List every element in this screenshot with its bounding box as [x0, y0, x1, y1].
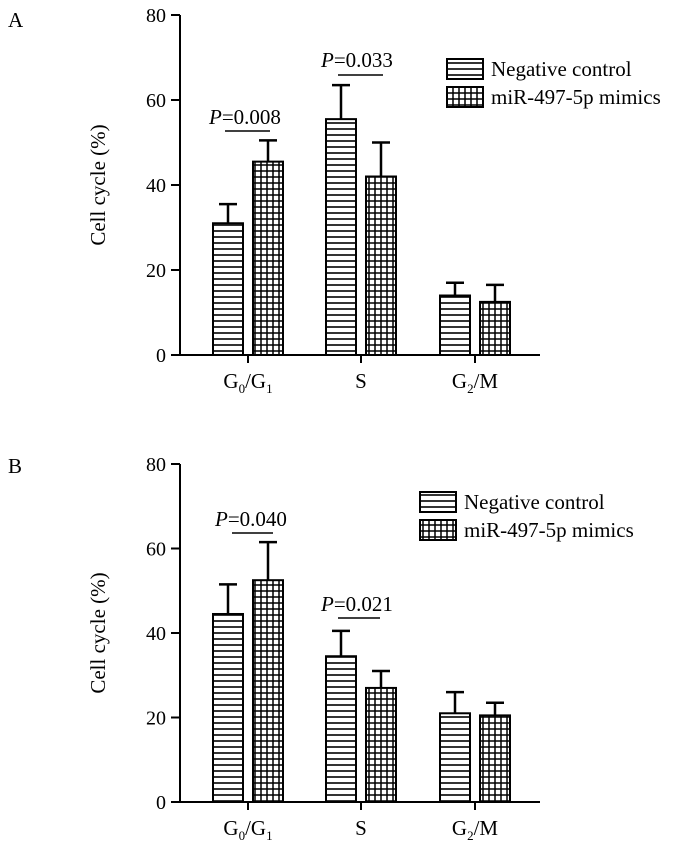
p-value-annotation: P=0.033 — [320, 48, 393, 72]
legend-swatch-mir-497-5p-mimics — [419, 519, 457, 541]
legend-swatch-mir-497-5p-mimics — [446, 86, 484, 108]
legend-label: Negative control — [464, 490, 605, 514]
category-subscript: 1 — [266, 828, 273, 843]
category-subscript: 0 — [239, 828, 246, 843]
x-tick-label: G0/G1 — [223, 816, 272, 843]
p-label: P — [320, 48, 334, 72]
y-axis-label: Cell cycle (%) — [86, 124, 110, 245]
y-tick-label: 80 — [146, 454, 166, 476]
bar-mir-497-5p-mimics — [252, 160, 284, 356]
bar-negative-control — [325, 655, 357, 803]
p-value-annotation: P=0.008 — [208, 105, 281, 129]
bar-mir-497-5p-mimics — [479, 300, 511, 356]
y-tick-label: 80 — [146, 5, 166, 27]
category-text: /M — [474, 369, 499, 393]
category-base: G — [452, 816, 467, 840]
x-tick-label: G0/G1 — [223, 369, 272, 396]
y-tick-label: 0 — [156, 792, 166, 814]
legend-label: miR-497-5p mimics — [464, 518, 634, 542]
x-tick-label: S — [355, 816, 367, 840]
category-subscript: 2 — [467, 828, 474, 843]
p-value: =0.021 — [334, 592, 393, 616]
y-tick-label: 0 — [156, 345, 166, 367]
panel-label: B — [8, 454, 22, 478]
legend-swatch-negative-control — [446, 58, 484, 80]
legend-label: Negative control — [491, 57, 632, 81]
bar-mir-497-5p-mimics — [365, 175, 397, 356]
p-value: =0.033 — [334, 48, 393, 72]
p-label: P — [208, 105, 222, 129]
p-value-annotation: P=0.040 — [214, 507, 287, 531]
p-value: =0.008 — [222, 105, 281, 129]
legend-label: miR-497-5p mimics — [491, 85, 661, 109]
category-text: /G — [245, 816, 266, 840]
p-label: P — [214, 507, 228, 531]
category-subscript: 1 — [266, 381, 273, 396]
y-tick-label: 20 — [146, 260, 166, 282]
bar-mir-497-5p-mimics — [365, 686, 397, 803]
x-tick-label: G2/M — [452, 369, 499, 396]
y-tick-label: 20 — [146, 708, 166, 730]
bar-negative-control — [212, 612, 244, 803]
category-subscript: 0 — [239, 381, 246, 396]
bar-negative-control — [439, 294, 471, 356]
category-subscript: 2 — [467, 381, 474, 396]
p-value-annotation: P=0.021 — [320, 592, 393, 616]
category-base: G — [223, 369, 238, 393]
y-tick-label: 40 — [146, 623, 166, 645]
category-text: /G — [245, 369, 266, 393]
y-tick-label: 40 — [146, 175, 166, 197]
bar-negative-control — [212, 222, 244, 356]
category-base: G — [452, 369, 467, 393]
p-value: =0.040 — [228, 507, 287, 531]
category-base: S — [355, 369, 367, 393]
y-axis-label: Cell cycle (%) — [86, 572, 110, 693]
panel-label: A — [8, 8, 24, 32]
y-tick-label: 60 — [146, 539, 166, 561]
category-base: G — [223, 816, 238, 840]
category-base: S — [355, 816, 367, 840]
x-tick-label: G2/M — [452, 816, 499, 843]
bar-mir-497-5p-mimics — [252, 579, 284, 803]
x-tick-label: S — [355, 369, 367, 393]
y-tick-label: 60 — [146, 90, 166, 112]
bar-negative-control — [439, 712, 471, 804]
category-text: /M — [474, 816, 499, 840]
legend-swatch-negative-control — [419, 491, 457, 513]
bar-negative-control — [325, 118, 357, 356]
p-label: P — [320, 592, 334, 616]
bar-mir-497-5p-mimics — [479, 714, 511, 804]
